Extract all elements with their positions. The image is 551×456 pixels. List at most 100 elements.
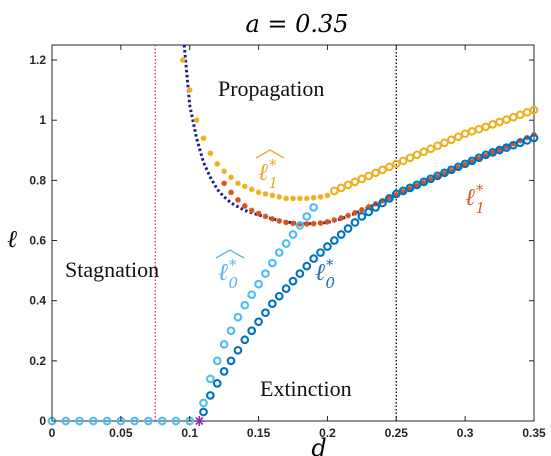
data-point	[378, 198, 387, 208]
y-axis-label: ℓ	[7, 225, 17, 253]
data-point	[371, 168, 380, 178]
data-point	[378, 165, 387, 175]
data-point	[233, 312, 243, 322]
region-extinction: Extinction	[260, 376, 352, 401]
data-point	[405, 183, 415, 193]
data-point	[391, 159, 401, 169]
data-point	[221, 180, 227, 187]
data-point	[357, 212, 367, 221]
y-tick-label: 0.2	[29, 354, 46, 368]
data-point	[242, 183, 248, 190]
data-point	[529, 133, 539, 143]
y-tick-label: 0.8	[29, 173, 46, 187]
data-point	[385, 162, 394, 172]
data-point	[180, 57, 186, 63]
data-point	[297, 195, 303, 202]
data-point	[254, 279, 263, 289]
data-point	[447, 165, 456, 175]
data-point	[199, 407, 208, 417]
data-point	[157, 416, 167, 426]
x-axis-label: d	[311, 434, 326, 456]
data-point	[302, 261, 312, 271]
series-5	[199, 133, 539, 417]
data-point	[317, 220, 324, 226]
data-point	[267, 299, 277, 309]
data-point	[496, 146, 503, 153]
data-point	[474, 153, 484, 163]
plot-area: 0 0.05 0.1 0.15 0.2 0.25 0.3 0.35 0 0.2 0.4 0.6 0.8 1…	[29, 44, 546, 440]
data-point	[274, 291, 284, 301]
svg-text:ℓ*1: ℓ* 1	[465, 181, 485, 217]
data-point	[371, 203, 380, 212]
y-tick-label: 0.4	[29, 294, 46, 308]
y-tick-label: 0	[39, 414, 46, 428]
data-point	[364, 171, 374, 181]
data-point	[219, 367, 229, 376]
annotation-l1-hat: ℓ* 1	[255, 149, 285, 192]
data-point	[343, 224, 353, 233]
data-point	[290, 220, 296, 227]
svg-text:ℓ*1: ℓ* 1	[258, 156, 278, 192]
data-point	[345, 212, 351, 219]
data-point	[102, 416, 112, 426]
y-tick-label: 0.6	[29, 234, 46, 248]
x-tick-label: 0	[49, 426, 56, 440]
data-point	[398, 156, 408, 166]
data-point	[398, 186, 408, 196]
data-point	[467, 156, 477, 166]
data-point	[283, 195, 289, 202]
data-point	[323, 242, 332, 251]
data-point	[255, 210, 262, 217]
data-point	[385, 194, 394, 203]
annotation-l0-hat: ℓ* 0	[215, 249, 245, 292]
data-point	[247, 290, 257, 300]
data-point	[235, 180, 241, 187]
data-point	[228, 189, 234, 196]
data-point	[317, 194, 324, 200]
data-point	[206, 391, 215, 400]
data-point	[200, 135, 207, 142]
data-point	[309, 203, 319, 212]
svg-text:ℓ*0: ℓ* 0	[218, 256, 239, 292]
data-point	[61, 416, 71, 426]
data-point	[281, 284, 291, 293]
data-point	[255, 189, 262, 196]
data-point	[329, 236, 339, 245]
data-point	[233, 345, 243, 355]
data-point	[309, 254, 319, 263]
data-point	[529, 105, 539, 115]
data-point	[214, 161, 221, 167]
data-point	[412, 150, 422, 160]
data-point	[261, 269, 270, 278]
data-point	[419, 147, 429, 157]
special-point	[194, 416, 205, 426]
data-point	[364, 207, 374, 217]
x-tick-label: 0.35	[522, 426, 546, 440]
data-point	[426, 174, 436, 184]
region-stagnation: Stagnation	[65, 257, 159, 282]
data-point	[324, 192, 331, 199]
data-point	[276, 218, 283, 224]
hat-accent	[255, 149, 285, 159]
data-point	[207, 150, 214, 157]
x-tick-label: 0.3	[457, 426, 474, 440]
series-layer	[47, 44, 539, 426]
data-point	[267, 258, 277, 268]
data-point	[350, 177, 360, 187]
data-point	[171, 416, 181, 426]
data-point	[343, 180, 353, 190]
data-point	[240, 300, 250, 310]
series-0	[180, 57, 331, 202]
data-point	[235, 197, 241, 203]
data-point	[338, 215, 344, 221]
data-point	[359, 207, 365, 213]
axis-ticks: 0 0.05 0.1 0.15 0.2 0.25 0.3 0.35 0 0.2 0.4 0.6 0.8 1…	[29, 45, 546, 440]
data-point	[193, 117, 200, 123]
data-point	[248, 207, 255, 214]
data-point	[391, 189, 401, 199]
x-tick-label: 0.25	[385, 426, 409, 440]
series-annotations: ℓ* 1 ℓ* 1 ℓ* 0 ℓ* 0	[215, 149, 485, 292]
data-point	[453, 132, 463, 142]
y-tick-label: 1.2	[29, 53, 46, 67]
data-point	[248, 186, 255, 193]
